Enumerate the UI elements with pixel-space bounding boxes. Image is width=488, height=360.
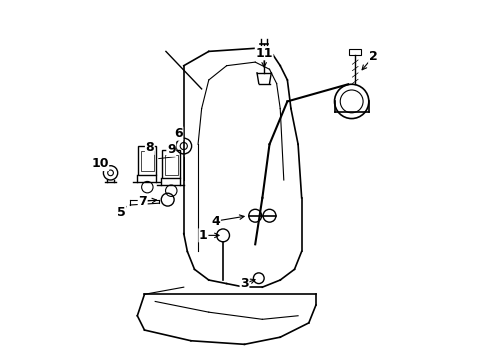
Bar xyxy=(141,152,153,171)
Text: 6: 6 xyxy=(174,127,183,140)
Text: 7: 7 xyxy=(138,195,147,208)
Bar xyxy=(348,49,361,55)
Text: 9: 9 xyxy=(166,143,175,156)
Bar xyxy=(164,155,177,175)
Text: 10: 10 xyxy=(91,157,108,170)
Bar xyxy=(138,146,156,175)
Bar xyxy=(162,150,180,178)
Text: 1: 1 xyxy=(199,229,207,242)
Text: 4: 4 xyxy=(211,215,220,228)
Text: 3: 3 xyxy=(240,277,248,290)
Text: 2: 2 xyxy=(368,50,377,63)
Text: 8: 8 xyxy=(145,141,154,154)
Text: 11: 11 xyxy=(255,47,272,60)
Text: 5: 5 xyxy=(117,206,125,219)
